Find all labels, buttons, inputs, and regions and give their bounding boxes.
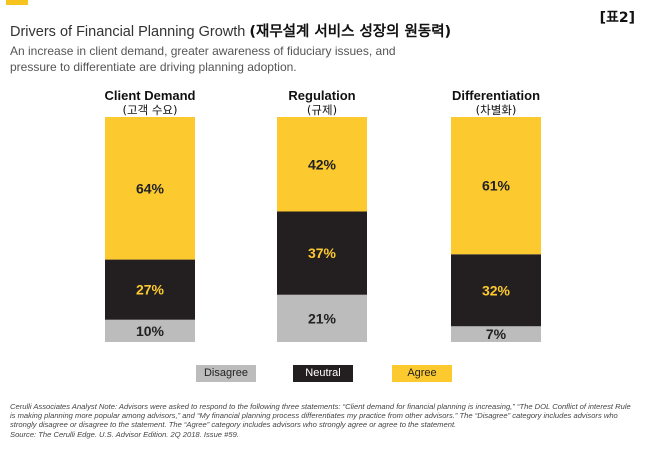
chart-title: Drivers of Financial Planning Growth (재무…: [10, 20, 451, 41]
legend-item-disagree: Disagree: [196, 364, 256, 382]
legend-label-neutral: Neutral: [305, 367, 341, 379]
chart-title-korean: (재무설계 서비스 성장의 원동력): [249, 24, 452, 40]
bar-segment-differentiation-neutral: [451, 254, 541, 327]
bar-segment-regulation-agree: [277, 117, 367, 212]
category-label-regulation: Regulation: [288, 88, 355, 103]
bar-segment-client-demand-agree: [105, 117, 195, 260]
data-label-client-demand-disagree: 10%: [136, 323, 165, 339]
data-label-differentiation-neutral: 32%: [482, 282, 511, 298]
legend-item-neutral: Neutral: [293, 364, 353, 382]
figure-tag: [표2]: [599, 10, 635, 26]
category-sublabel-regulation: (규제): [307, 103, 337, 117]
bar-segment-client-demand-disagree: [105, 319, 195, 342]
legend-swatch-agree: Agree: [392, 364, 452, 382]
stacked-bar-chart: 10% 27% 64% Client Demand(고객 수요) 21% 37% 42% Re…: [104, 88, 541, 342]
data-label-regulation-disagree: 21%: [308, 310, 337, 326]
category-label-client-demand: Client Demand: [104, 88, 195, 103]
category-sublabel-differentiation: (차별화): [476, 103, 517, 117]
data-label-regulation-neutral: 37%: [308, 245, 337, 261]
bar-segment-differentiation-agree: [451, 117, 541, 255]
bar-segment-differentiation-disagree: [451, 326, 541, 342]
legend-item-agree: Agree: [392, 364, 452, 382]
data-label-client-demand-agree: 64%: [136, 180, 165, 196]
chart-title-main: Drivers of Financial Planning Growth: [10, 24, 246, 40]
category-label-differentiation: Differentiation: [452, 88, 540, 103]
source-note: Source: The Cerulli Edge. U.S. Advisor E…: [10, 429, 239, 439]
legend-swatch-neutral: Neutral: [293, 364, 353, 382]
legend-swatch-disagree: Disagree: [196, 364, 256, 382]
category-sublabel-client-demand: (고객 수요): [123, 103, 178, 117]
legend-label-agree: Agree: [407, 367, 437, 379]
chart-legend: Disagree Neutral Agree: [0, 364, 645, 382]
data-label-differentiation-agree: 61%: [482, 178, 511, 194]
top-accent-bar: [6, 0, 28, 5]
footnote: Cerulli Associates Analyst Note: Advisor…: [10, 402, 635, 439]
data-label-differentiation-disagree: 7%: [486, 326, 507, 342]
bar-segment-client-demand-neutral: [105, 259, 195, 320]
bar-segment-regulation-disagree: [277, 294, 367, 342]
analyst-note: Cerulli Associates Analyst Note: Advisor…: [10, 402, 631, 430]
data-label-regulation-agree: 42%: [308, 156, 337, 172]
data-label-client-demand-neutral: 27%: [136, 282, 165, 298]
bar-segment-regulation-neutral: [277, 211, 367, 295]
legend-label-disagree: Disagree: [203, 367, 249, 379]
chart-subtitle: An increase in client demand, greater aw…: [10, 44, 396, 74]
